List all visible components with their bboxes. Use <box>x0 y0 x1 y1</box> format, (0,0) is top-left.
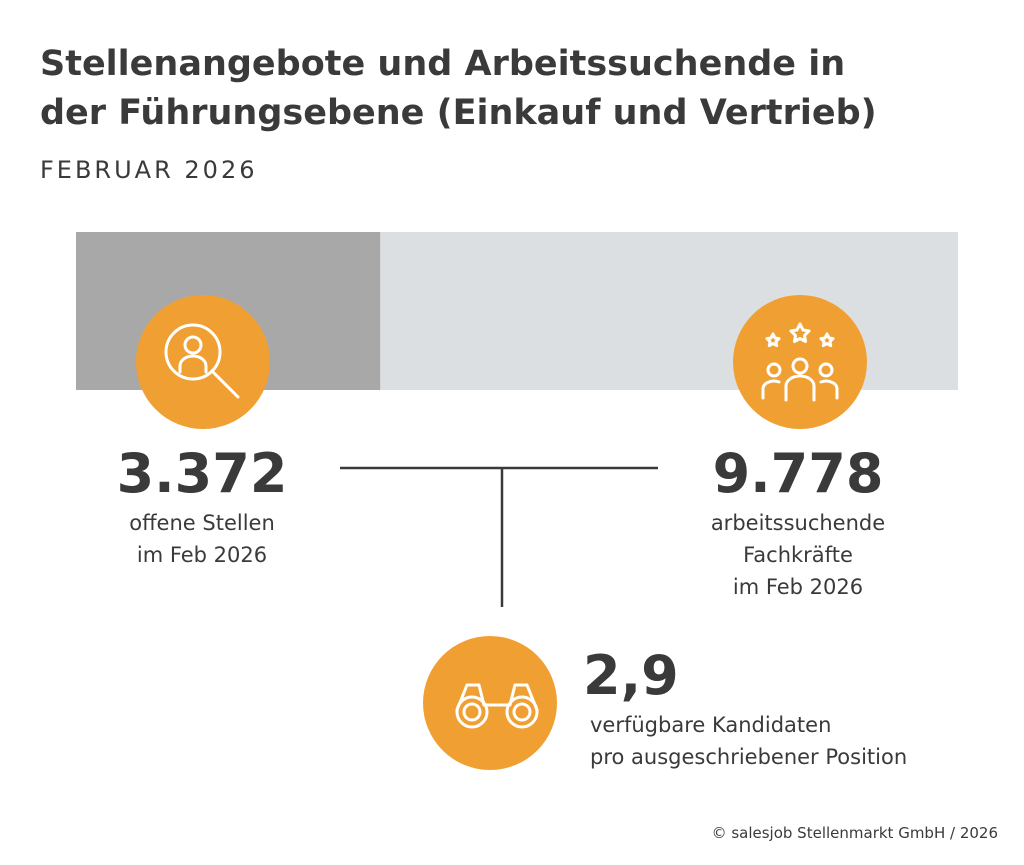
open-caption: im Feb 2026 <box>137 543 267 567</box>
title-line: der Führungsebene (Einkauf und Vertrieb) <box>40 93 877 133</box>
search-icon <box>136 295 270 429</box>
seekers-caption: Fachkräfte <box>743 543 853 567</box>
ratio-value: 2,9 <box>583 644 679 707</box>
title-line: Stellenangebote und Arbeitssuchende in <box>40 44 845 84</box>
subtitle: FEBRUAR 2026 <box>40 156 257 184</box>
seekers-caption: im Feb 2026 <box>733 575 863 599</box>
open-caption: offene Stellen <box>129 511 275 535</box>
seekers-value: 9.778 <box>713 442 884 505</box>
seekers-caption: arbeitssuchende <box>711 511 885 535</box>
open-value: 3.372 <box>117 442 288 505</box>
team-icon <box>733 295 867 429</box>
ratio-caption: pro ausgeschriebener Position <box>590 745 907 769</box>
footer: © salesjob Stellenmarkt GmbH / 2026 <box>712 824 998 842</box>
binoculars-icon <box>423 636 557 770</box>
ratio-caption: verfügbare Kandidaten <box>590 713 831 737</box>
